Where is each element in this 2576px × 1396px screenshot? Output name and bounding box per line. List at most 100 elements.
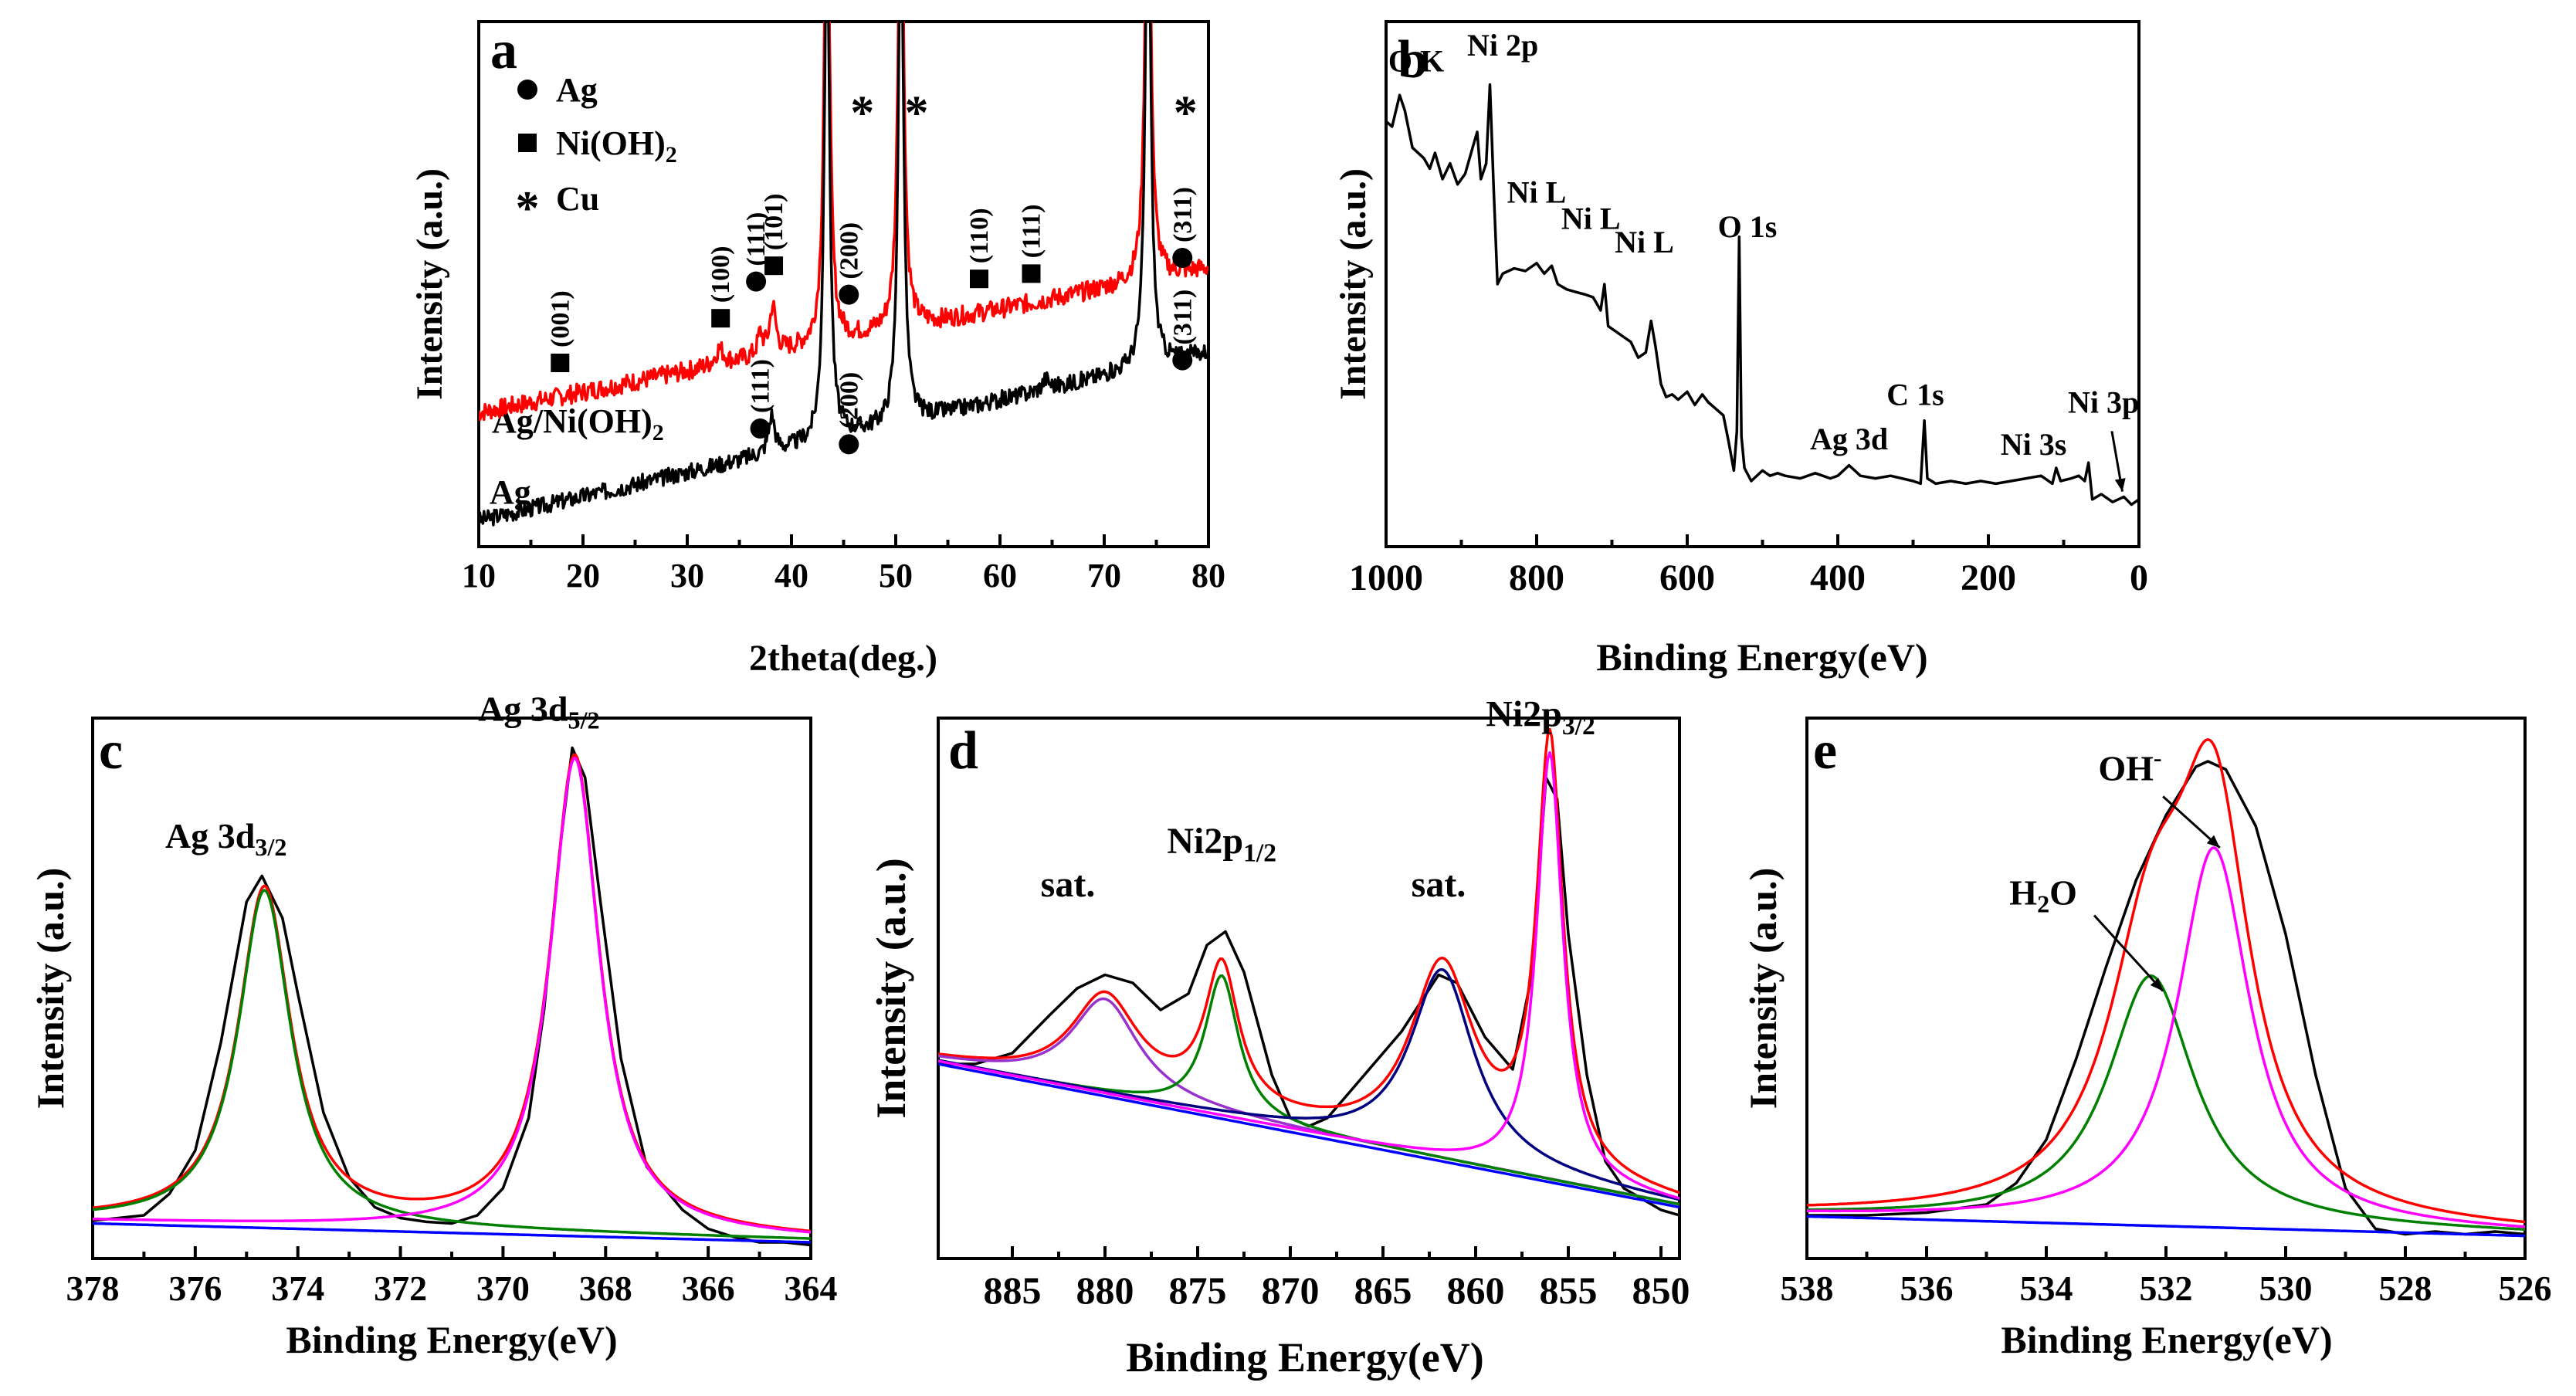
plot-area: [1807, 738, 2525, 1238]
chart-marks: 10 20 30 40 50 60 70 80 (001) (100) (111) (101) (200…: [462, 22, 1225, 595]
peak-marker-circle: [1172, 248, 1193, 268]
x-tick-label: 364: [785, 1269, 838, 1308]
legend-marker-circle: [517, 80, 537, 100]
plot-area: [1386, 83, 2139, 507]
y-axis-label: Intensity (a.u.): [1333, 168, 1374, 400]
x-tick-label: 528: [2379, 1269, 2432, 1308]
peak-marker-square: [970, 269, 988, 289]
x-tick-label: 20: [566, 557, 600, 595]
x-tick-label: 538: [1781, 1269, 1834, 1308]
x-tick-label: 370: [476, 1269, 530, 1308]
chart-marks: 378 376 374 372 370 368 366 364 Ag 3d3/2 Ag 3d5/2: [66, 690, 838, 1309]
peak-label: sat.: [1041, 864, 1096, 905]
peak-label: H2O: [2009, 873, 2077, 918]
panel-e: e Binding Energy(eV) Intensity (a.u.) 53…: [1741, 717, 2552, 1361]
x-tick-label: 400: [1810, 557, 1866, 598]
legend-label: Ag: [556, 71, 598, 109]
x-tick-label: 376: [168, 1269, 222, 1308]
peak-label: C 1s: [1886, 377, 1944, 412]
legend: Ag Ni(OH)2 * Cu: [516, 71, 677, 235]
series-line: [1807, 974, 2525, 1231]
peak-label: OH-: [2098, 744, 2161, 788]
x-tick-label: 70: [1087, 557, 1121, 595]
peak-marker-circle: [750, 418, 771, 439]
x-tick-label: 374: [271, 1269, 324, 1308]
annotation-arrowhead: [2150, 978, 2164, 991]
x-tick-label: 1000: [1349, 557, 1423, 598]
chart-marks: 538 536 534 532 530 528 526 OH- H2O: [1781, 738, 2552, 1308]
chart-marks: 885 880 875 870 865 860 855 850 sat. Ni2p1/2 sat. N…: [938, 694, 1690, 1312]
peak-label: Ni L: [1507, 175, 1567, 210]
x-tick-label: 60: [983, 557, 1017, 595]
x-axis-label: Binding Energy(eV): [286, 1318, 617, 1361]
peak-label: Ni L: [1561, 202, 1621, 236]
plot-frame: [937, 717, 1681, 1260]
peak-label: Ni L: [1615, 225, 1674, 259]
x-tick-label: 530: [2259, 1269, 2313, 1308]
legend-label: Cu: [556, 180, 599, 218]
x-tick-label: 526: [2499, 1269, 2552, 1308]
panel-b: b Binding Energy(eV) Intensity (a.u.) 10…: [1333, 20, 2148, 679]
miller-index-label: (001): [546, 290, 575, 347]
series-line: [93, 889, 811, 1240]
x-tick-label: 850: [1632, 1269, 1690, 1312]
plot-area: [938, 727, 1679, 1217]
x-tick-label: 800: [1509, 557, 1564, 598]
x-tick-label: 875: [1169, 1269, 1227, 1312]
panel-letter: e: [1813, 721, 1837, 781]
peak-label: sat.: [1412, 864, 1466, 905]
x-tick-label: 880: [1076, 1269, 1134, 1312]
x-tick-label: 366: [682, 1269, 735, 1308]
annotation-arrow: [2093, 914, 2164, 992]
peak-label: Ni 3s: [2001, 427, 2067, 462]
miller-index-label: (311): [1168, 290, 1197, 345]
peak-marker-circle: [839, 434, 859, 455]
x-axis-label: 2theta(deg.): [749, 638, 937, 679]
miller-index-label: (200): [835, 222, 863, 280]
peak-marker-asterisk: *: [905, 87, 929, 140]
x-tick-label: 378: [66, 1269, 120, 1308]
annotation-arrowhead: [2206, 835, 2220, 848]
series-line: [479, 22, 1208, 422]
x-tick-label: 600: [1659, 557, 1715, 598]
peak-label: Ni2p1/2: [1167, 821, 1276, 868]
miller-index-label: (111): [1018, 204, 1046, 258]
x-tick-label: 30: [670, 557, 704, 595]
series-line: [1807, 1215, 2525, 1238]
panel-d: d Binding Energy(eV) Intensity (a.u.) 88…: [868, 694, 1690, 1381]
miller-index-label: (111): [747, 359, 775, 413]
x-axis-label: Binding Energy(eV): [2001, 1318, 2332, 1361]
series-line: [1807, 738, 2525, 1224]
series-line: [93, 746, 811, 1247]
peak-label: Ni2p3/2: [1486, 694, 1595, 741]
series-line: [93, 1222, 811, 1244]
peak-marker-circle: [1172, 350, 1193, 371]
x-tick-label: 534: [2020, 1269, 2073, 1308]
x-tick-label: 40: [774, 557, 808, 595]
panel-a: a 2theta(deg.) Intensity (a.u.) Ag Ni(OH…: [409, 20, 1225, 679]
series-line: [479, 22, 1208, 527]
peak-marker-asterisk: *: [850, 87, 874, 140]
peak-marker-square: [764, 256, 784, 276]
x-tick-label: 372: [374, 1269, 427, 1308]
series-line: [1807, 846, 2525, 1228]
series-line: [93, 756, 811, 1234]
legend-label: Ni(OH)2: [556, 124, 677, 168]
x-tick-label: 536: [1900, 1269, 1954, 1308]
peak-label: Ag 3d: [1810, 422, 1888, 456]
y-axis-label: Intensity (a.u.): [1741, 868, 1785, 1110]
legend-marker-square: [518, 134, 537, 152]
x-axis-label: Binding Energy(eV): [1596, 635, 1927, 679]
miller-index-label: (110): [965, 208, 994, 263]
panel-c: c Binding Energy(eV) Intensity (a.u.) 37…: [29, 690, 838, 1362]
peak-label: Ni 3p: [2068, 385, 2139, 420]
y-axis-label: Intensity (a.u.): [868, 858, 914, 1119]
x-axis-label: Binding Energy(eV): [1126, 1334, 1484, 1381]
panel-letter: b: [1398, 30, 1428, 90]
miller-index-label: (101): [760, 194, 788, 251]
series-line: [938, 967, 1679, 1201]
panel-letter: a: [490, 21, 517, 80]
peak-marker-square: [1022, 264, 1041, 283]
peak-label: Ag 3d3/2: [165, 816, 286, 861]
